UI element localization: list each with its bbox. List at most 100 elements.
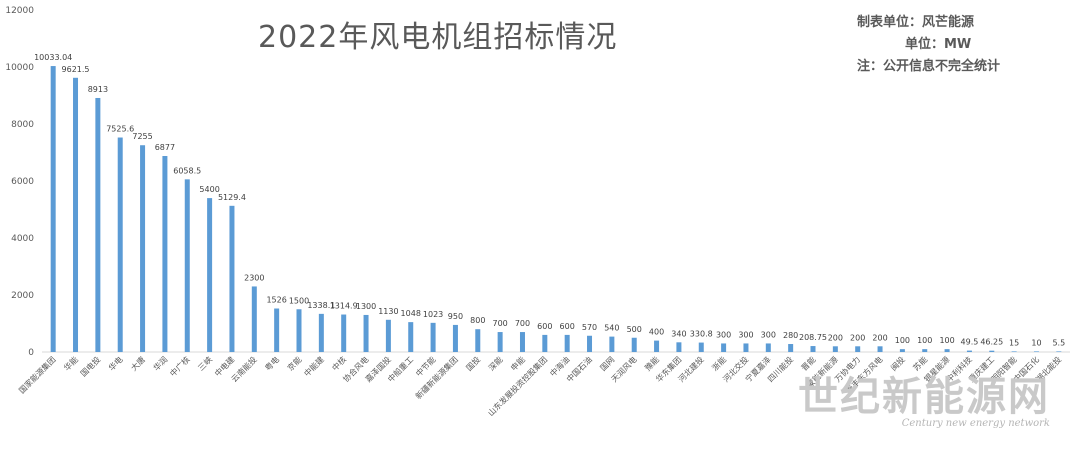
bar <box>765 343 771 352</box>
category-label: 中核 <box>330 354 348 372</box>
data-label: 100 <box>939 336 954 345</box>
bar <box>587 335 593 352</box>
data-label: 400 <box>649 328 664 337</box>
bar <box>966 350 972 352</box>
bar <box>274 308 280 352</box>
bar <box>519 332 525 352</box>
data-label: 100 <box>917 336 932 345</box>
data-label: 7255 <box>132 132 152 141</box>
bar <box>296 309 302 352</box>
bar <box>721 343 727 352</box>
data-label: 208.75 <box>799 333 827 342</box>
bar <box>475 329 481 352</box>
y-tick-label: 4000 <box>11 234 34 244</box>
data-label: 280 <box>783 331 798 340</box>
bar <box>140 145 146 352</box>
watermark-logo: 世纪新能源网 Century new energy network <box>798 364 1050 429</box>
data-label: 1023 <box>423 310 443 319</box>
bar <box>654 340 660 352</box>
data-label: 6877 <box>155 143 175 152</box>
y-tick-label: 12000 <box>5 6 34 16</box>
data-label: 8913 <box>88 85 108 94</box>
category-label: 浙能 <box>710 354 728 372</box>
data-label: 5.5 <box>1052 338 1065 347</box>
y-tick-label: 8000 <box>11 120 34 130</box>
category-label: 大唐 <box>129 354 147 372</box>
bar <box>877 346 883 352</box>
category-label: 华润 <box>151 354 169 372</box>
data-label: 950 <box>448 312 463 321</box>
bar <box>430 322 436 352</box>
bar <box>1033 351 1039 352</box>
data-label: 200 <box>872 333 887 342</box>
data-label: 700 <box>515 319 530 328</box>
bar <box>564 334 570 352</box>
data-label: 1314.9 <box>330 302 358 311</box>
bar-series <box>50 66 1062 353</box>
watermark-en: Century new energy network <box>901 418 1050 429</box>
note-unit: 单位：MW <box>904 37 972 52</box>
bar <box>251 286 257 352</box>
data-label: 7525.6 <box>106 125 134 134</box>
bar <box>542 334 548 352</box>
bar <box>341 314 347 352</box>
bar <box>922 349 928 352</box>
data-label: 5129.4 <box>218 193 246 202</box>
chart-title: 2022年风电机组招标情况 <box>258 20 618 55</box>
data-label: 700 <box>492 319 507 328</box>
data-label: 570 <box>582 323 597 332</box>
bar <box>363 314 369 352</box>
bar <box>117 137 123 352</box>
data-label: 330.8 <box>690 330 713 339</box>
bar <box>318 313 324 352</box>
bar <box>698 342 704 352</box>
data-label: 2300 <box>244 273 264 282</box>
bar <box>73 77 79 353</box>
note-disclaimer: 注：公开信息不完全统计 <box>856 59 1000 74</box>
note-source: 制表单位：风芒能源 <box>856 15 974 30</box>
data-label: 800 <box>470 316 485 325</box>
data-label: 46.25 <box>980 338 1003 347</box>
bar <box>609 336 615 352</box>
data-label: 600 <box>560 322 575 331</box>
data-label: 1300 <box>356 302 376 311</box>
category-label: 国家能源集团 <box>17 354 58 395</box>
bar <box>50 66 56 353</box>
data-label: 1500 <box>289 296 309 305</box>
category-label: 国电投 <box>78 354 102 378</box>
bar <box>631 337 637 352</box>
bar <box>989 350 995 352</box>
bar <box>95 97 101 353</box>
bar <box>855 346 861 352</box>
data-label: 300 <box>761 330 776 339</box>
category-label: 中能建 <box>302 354 326 378</box>
bar <box>229 205 235 352</box>
bar <box>1011 351 1017 352</box>
category-label: 三峡 <box>196 354 214 372</box>
data-label: 500 <box>627 325 642 334</box>
data-label: 1526 <box>266 296 286 305</box>
category-label: 国网 <box>599 355 617 373</box>
bar <box>207 198 213 352</box>
data-label: 10033.04 <box>34 53 72 62</box>
data-label: 300 <box>738 330 753 339</box>
data-label: 200 <box>828 333 843 342</box>
bar <box>162 156 168 352</box>
y-tick-label: 6000 <box>11 177 34 187</box>
bar <box>832 346 838 352</box>
category-label: 华能 <box>62 354 80 372</box>
bar <box>899 349 905 352</box>
category-label: 京能 <box>285 354 303 372</box>
bar <box>184 179 190 352</box>
chart-notes: 制表单位：风芒能源 单位：MW 注：公开信息不完全统计 <box>857 12 1000 78</box>
data-label: 200 <box>850 333 865 342</box>
bar <box>497 332 503 352</box>
data-label: 15 <box>1009 338 1019 347</box>
category-label: 深能 <box>486 354 504 372</box>
data-label: 1338.1 <box>307 301 335 310</box>
data-label: 9621.5 <box>62 65 90 74</box>
data-label: 49.5 <box>961 338 979 347</box>
bar <box>1056 351 1062 352</box>
category-label: 豫能 <box>643 354 661 372</box>
